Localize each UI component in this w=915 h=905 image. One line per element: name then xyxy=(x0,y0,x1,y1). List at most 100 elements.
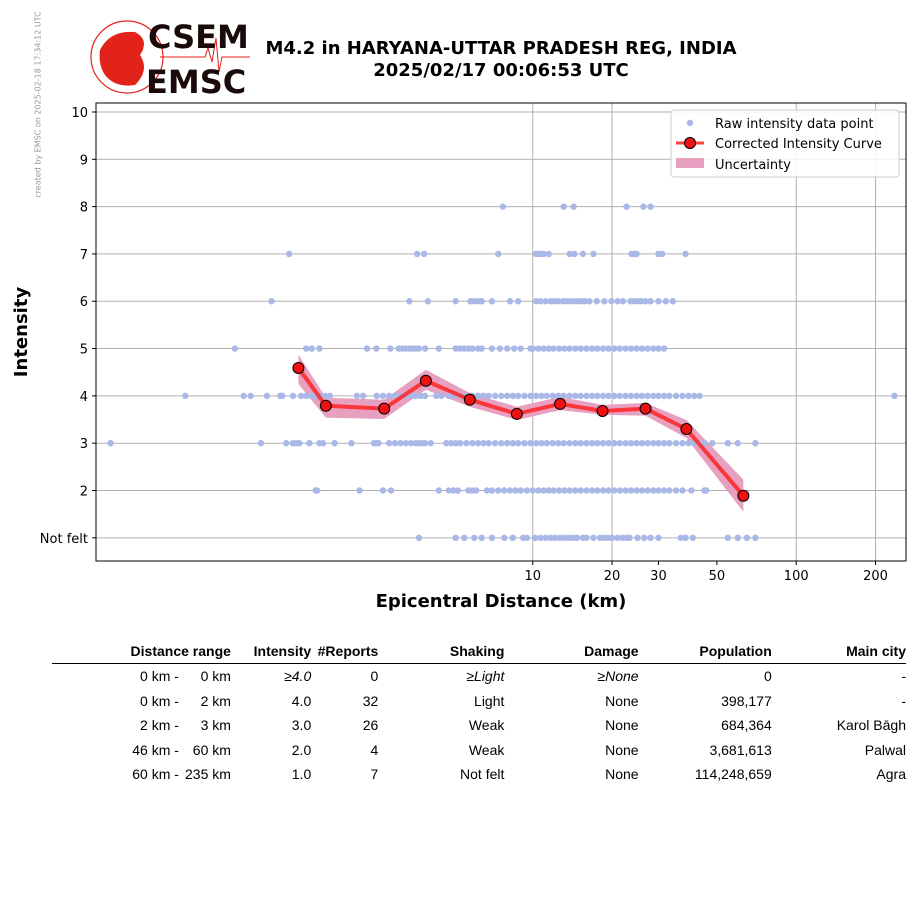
cell-city: - xyxy=(901,692,906,709)
raw-data-point xyxy=(321,392,329,400)
raw-data-point xyxy=(616,392,623,400)
raw-data-point xyxy=(268,298,275,305)
raw-data-point xyxy=(638,487,646,494)
raw-data-point xyxy=(550,487,557,494)
x-tick-label: 100 xyxy=(784,569,809,584)
raw-data-point xyxy=(445,487,452,494)
legend-raw: Raw intensity data point xyxy=(715,117,874,132)
raw-data-point xyxy=(570,203,577,210)
raw-data-point xyxy=(373,345,380,352)
raw-data-point xyxy=(672,487,680,494)
raw-data-point xyxy=(498,392,505,400)
raw-data-point xyxy=(540,250,547,258)
y-tick-label: 10 xyxy=(71,106,88,121)
raw-data-point xyxy=(724,534,732,542)
raw-data-point xyxy=(231,345,239,352)
table-row: 46 km - 60 km 2.0 4 Weak None 3,681,613 Palwal xyxy=(52,738,906,763)
raw-data-point xyxy=(550,345,557,352)
raw-data-point xyxy=(572,487,579,494)
y-tick-label: 7 xyxy=(80,248,88,263)
raw-data-point xyxy=(373,392,381,400)
cell-intensity: 2.0 xyxy=(291,741,312,758)
raw-data-point xyxy=(438,392,445,400)
raw-data-point xyxy=(614,298,621,305)
cell-city: Palwal xyxy=(864,741,906,758)
raw-data-point xyxy=(577,439,584,447)
cell-population: 0 xyxy=(763,668,772,685)
raw-data-point xyxy=(432,392,440,400)
raw-data-point xyxy=(313,487,321,494)
raw-data-point xyxy=(622,487,629,494)
raw-data-point xyxy=(577,392,584,400)
raw-data-point xyxy=(640,203,647,210)
raw-data-point xyxy=(296,439,303,447)
raw-data-point xyxy=(599,439,607,447)
raw-data-point xyxy=(647,203,654,210)
raw-data-point xyxy=(471,534,478,542)
raw-data-point xyxy=(672,439,680,447)
y-axis-label: Intensity xyxy=(11,287,32,378)
raw-data-point xyxy=(601,298,608,305)
raw-data-point xyxy=(611,345,618,352)
raw-data-point xyxy=(634,534,641,542)
raw-data-point xyxy=(452,534,459,542)
svg-text:CSEM: CSEM xyxy=(148,18,249,56)
raw-data-point xyxy=(627,345,635,352)
raw-data-point xyxy=(752,534,759,542)
raw-data-point xyxy=(353,392,361,400)
raw-data-point xyxy=(642,298,649,305)
cell-population: 3,681,613 xyxy=(709,741,772,758)
raw-data-point xyxy=(611,392,618,400)
raw-data-point xyxy=(701,439,709,447)
raw-data-point xyxy=(509,439,516,447)
raw-data-point xyxy=(586,298,593,305)
raw-data-point xyxy=(660,439,668,447)
raw-data-point xyxy=(633,487,640,494)
x-tick-label: 30 xyxy=(650,569,667,584)
raw-data-point xyxy=(456,439,464,447)
range-from: 0 km - xyxy=(140,692,179,709)
raw-data-point xyxy=(506,487,514,494)
raw-data-point xyxy=(529,345,536,352)
emsc-logo: CSEM EMSC xyxy=(90,18,250,101)
raw-data-point xyxy=(535,345,542,352)
raw-data-point xyxy=(572,392,579,400)
raw-data-point xyxy=(387,487,395,494)
cell-reports: 32 xyxy=(362,692,379,709)
legend: Raw intensity data point Corrected Inten… xyxy=(670,109,900,178)
title-line-1: M4.2 in HARYANA-UTTAR PRADESH REG, INDIA xyxy=(265,38,737,59)
range-from: 0 km - xyxy=(140,668,179,685)
raw-data-point xyxy=(509,534,516,542)
raw-data-point xyxy=(655,345,662,352)
raw-data-point xyxy=(734,534,741,542)
raw-data-point xyxy=(619,298,627,305)
raw-data-point xyxy=(590,250,597,258)
raw-data-point xyxy=(391,439,399,447)
raw-data-point xyxy=(521,439,528,447)
y-tick-label: 5 xyxy=(80,343,88,358)
raw-data-point xyxy=(307,392,315,400)
table-row: 0 km - 0 km ≥4.0 0 ≥Light ≥None 0 - xyxy=(52,664,906,689)
raw-data-point xyxy=(445,392,452,400)
raw-data-point xyxy=(660,487,668,494)
raw-data-point xyxy=(506,298,514,305)
raw-data-point xyxy=(474,439,482,447)
raw-data-point xyxy=(622,345,629,352)
corrected-curve-point xyxy=(419,374,432,387)
raw-data-point xyxy=(616,345,623,352)
raw-data-point xyxy=(488,345,496,352)
raw-data-point xyxy=(517,487,524,494)
raw-data-point xyxy=(488,487,496,494)
raw-data-point xyxy=(552,534,559,542)
raw-data-point xyxy=(443,439,450,447)
raw-data-point xyxy=(638,345,646,352)
raw-data-point xyxy=(531,534,539,542)
raw-data-point xyxy=(391,392,399,400)
raw-data-point xyxy=(510,345,518,352)
cell-reports: 26 xyxy=(362,717,379,734)
raw-data-point xyxy=(427,439,434,447)
raw-data-point xyxy=(523,487,531,494)
raw-data-point xyxy=(240,392,247,400)
raw-data-point xyxy=(447,439,455,447)
raw-data-point xyxy=(316,345,323,352)
